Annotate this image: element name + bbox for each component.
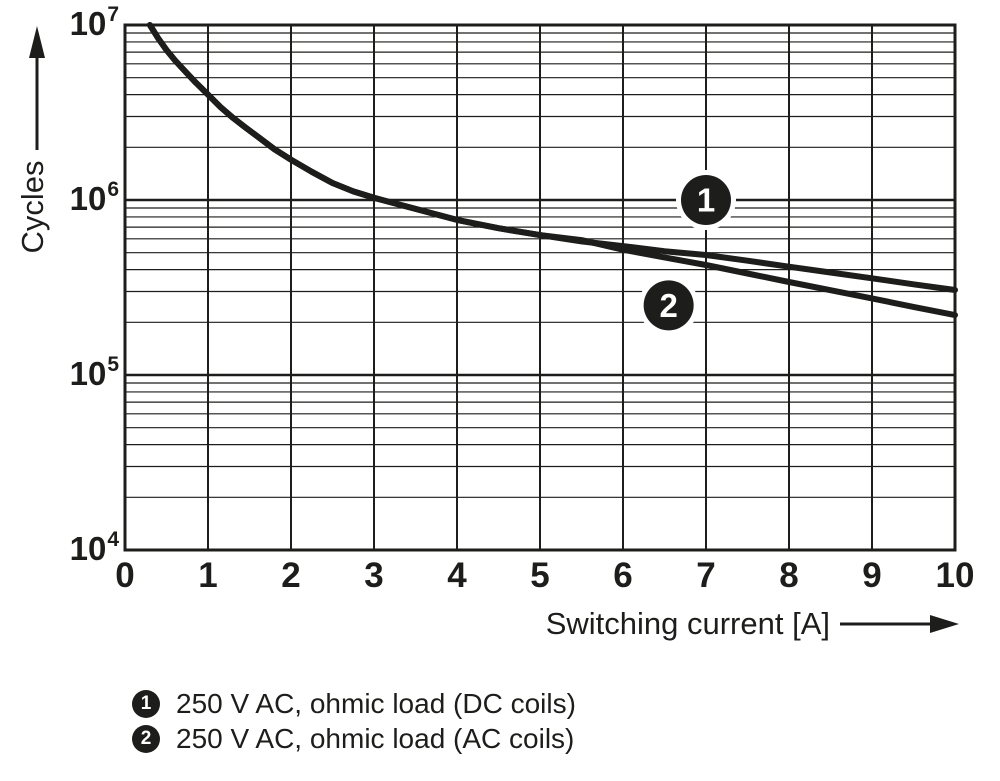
legend: 1 250 V AC, ohmic load (DC coils) 2 250 … <box>132 689 576 759</box>
series-1-label: 250 V AC, ohmic load (DC coils) <box>176 688 576 719</box>
legend-item-2: 2 250 V AC, ohmic load (AC coils) <box>132 724 576 754</box>
x-axis-arrow-icon <box>840 615 959 633</box>
curve-marker-2-number: 2 <box>659 287 677 324</box>
x-tick-label-5: 5 <box>530 556 550 595</box>
series-2-badge: 2 <box>132 725 160 753</box>
y-tick-label-10e5: 105 <box>69 353 119 392</box>
x-tick-label-9: 9 <box>862 556 882 595</box>
series-1-badge: 1 <box>132 690 160 718</box>
curve-marker-2: 2 <box>638 275 699 336</box>
series-1-curve <box>146 22 958 293</box>
x-tick-label-10: 10 <box>935 556 975 595</box>
y-tick-label-10e6: 106 <box>69 178 119 217</box>
y-tick-label-10e4: 104 <box>69 528 119 567</box>
x-tick-label-1: 1 <box>198 556 218 595</box>
curve-marker-1-number: 1 <box>697 182 715 219</box>
y-tick-label-10e7: 107 <box>69 3 119 42</box>
x-axis-title: Switching current [A] <box>430 607 830 641</box>
curve-marker-1: 1 <box>676 170 736 230</box>
x-tick-label-6: 6 <box>613 556 633 595</box>
x-tick-label-2: 2 <box>281 556 301 595</box>
x-tick-label-8: 8 <box>779 556 799 595</box>
x-tick-label-4: 4 <box>447 556 467 595</box>
x-tick-label-7: 7 <box>696 556 716 595</box>
series-2-curve <box>146 22 958 319</box>
x-tick-label-0: 0 <box>115 556 135 595</box>
y-axis-arrow-icon <box>29 26 45 150</box>
x-axis-title-text: Switching current [A] <box>545 606 830 641</box>
legend-item-1: 1 250 V AC, ohmic load (DC coils) <box>132 689 576 719</box>
x-tick-label-3: 3 <box>364 556 384 595</box>
series-2-label: 250 V AC, ohmic load (AC coils) <box>176 723 575 754</box>
